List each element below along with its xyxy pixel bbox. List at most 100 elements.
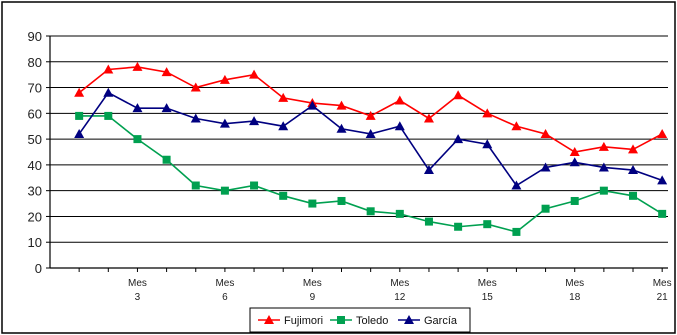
data-point <box>104 111 113 120</box>
data-point <box>540 162 551 172</box>
data-point <box>366 207 375 216</box>
data-point <box>74 87 85 97</box>
legend-swatch-marker <box>337 316 345 324</box>
data-point <box>394 95 405 105</box>
x-tick-label-top: Mes <box>565 278 584 289</box>
data-point <box>336 123 347 133</box>
data-point <box>423 113 434 123</box>
data-point <box>220 186 229 195</box>
data-point <box>658 209 667 218</box>
gridlines <box>50 35 668 243</box>
legend-swatch-marker <box>264 315 274 324</box>
legend-label: Fujimori <box>284 315 323 327</box>
data-point <box>132 61 143 71</box>
data-point <box>394 121 405 131</box>
data-point <box>541 204 550 213</box>
data-point <box>190 113 201 123</box>
data-point <box>219 118 230 128</box>
data-point <box>162 155 171 164</box>
data-point <box>482 108 493 118</box>
data-point <box>191 181 200 190</box>
data-point <box>598 162 609 172</box>
data-point <box>279 191 288 200</box>
data-point <box>190 82 201 92</box>
data-point <box>103 87 114 97</box>
data-point <box>278 92 289 102</box>
legend-label: García <box>424 315 458 327</box>
data-point <box>483 220 492 229</box>
data-point <box>657 128 668 138</box>
data-point <box>599 186 608 195</box>
data-point <box>628 144 639 154</box>
y-tick-label: 80 <box>28 55 42 70</box>
x-tick-label-bottom: 21 <box>657 292 669 303</box>
data-point <box>511 121 522 131</box>
data-point <box>569 147 580 156</box>
legend-item: Fujimori <box>258 315 323 327</box>
x-tick-label-bottom: 3 <box>135 292 141 303</box>
x-tick-label-top: Mes <box>390 278 409 289</box>
legend-box <box>249 307 471 333</box>
data-point <box>278 121 289 131</box>
data-point <box>365 110 376 120</box>
y-tick-labels: 0 10 20 30 40 50 60 70 80 90 <box>28 29 42 276</box>
data-point <box>133 135 142 144</box>
x-tick-label-bottom: 9 <box>310 292 316 303</box>
data-point <box>161 67 172 77</box>
data-point <box>74 128 85 138</box>
data-point <box>337 196 346 205</box>
data-point <box>249 116 260 126</box>
x-tick-label-top: Mes <box>478 278 497 289</box>
x-tick-label-top: Mes <box>128 278 147 289</box>
legend-item: García <box>398 315 458 327</box>
y-tick-label: 70 <box>28 81 42 96</box>
y-tick-label: 90 <box>28 29 42 44</box>
series-fujimori <box>74 61 668 156</box>
data-point <box>395 209 404 218</box>
legend-swatch-marker <box>404 315 414 324</box>
series-toledo <box>75 111 667 236</box>
data-point <box>569 157 580 167</box>
data-point <box>308 199 317 208</box>
x-tick-label-top: Mes <box>653 278 672 289</box>
data-point <box>628 165 639 175</box>
data-point <box>453 134 464 144</box>
data-point <box>629 191 638 200</box>
y-tick-label: 20 <box>28 209 42 224</box>
x-tick-label-top: Mes <box>303 278 322 289</box>
data-point <box>657 175 668 185</box>
x-tick-label-bottom: 15 <box>482 292 494 303</box>
data-point <box>598 141 609 151</box>
data-point <box>482 139 493 149</box>
data-point <box>219 74 230 84</box>
legend-item: Toledo <box>330 315 388 327</box>
y-tick-label: 30 <box>28 184 42 199</box>
y-tick-label: 10 <box>28 235 42 250</box>
x-tick-labels: Mes 3 Mes 6 Mes 9 Mes 12 Mes 15 Mes 18 Mes 21 <box>128 278 672 303</box>
x-tick-label-bottom: 12 <box>394 292 406 303</box>
data-point <box>424 217 433 226</box>
data-point <box>75 111 84 120</box>
data-point <box>250 181 259 190</box>
data-point <box>540 128 551 138</box>
series-garcía <box>74 87 668 190</box>
data-point <box>512 227 521 236</box>
data-point <box>336 100 347 110</box>
data-point <box>161 103 172 113</box>
x-tick-label-top: Mes <box>215 278 234 289</box>
y-tick-label: 60 <box>28 106 42 121</box>
data-point <box>570 196 579 205</box>
y-tick-label: 50 <box>28 132 42 147</box>
data-point <box>365 128 376 138</box>
x-tick-label-bottom: 6 <box>222 292 228 303</box>
data-point <box>454 222 463 231</box>
data-point <box>132 103 143 113</box>
data-point <box>511 180 522 190</box>
axes <box>46 35 668 272</box>
data-point <box>423 165 434 175</box>
data-point <box>307 100 318 110</box>
data-point <box>103 64 114 74</box>
